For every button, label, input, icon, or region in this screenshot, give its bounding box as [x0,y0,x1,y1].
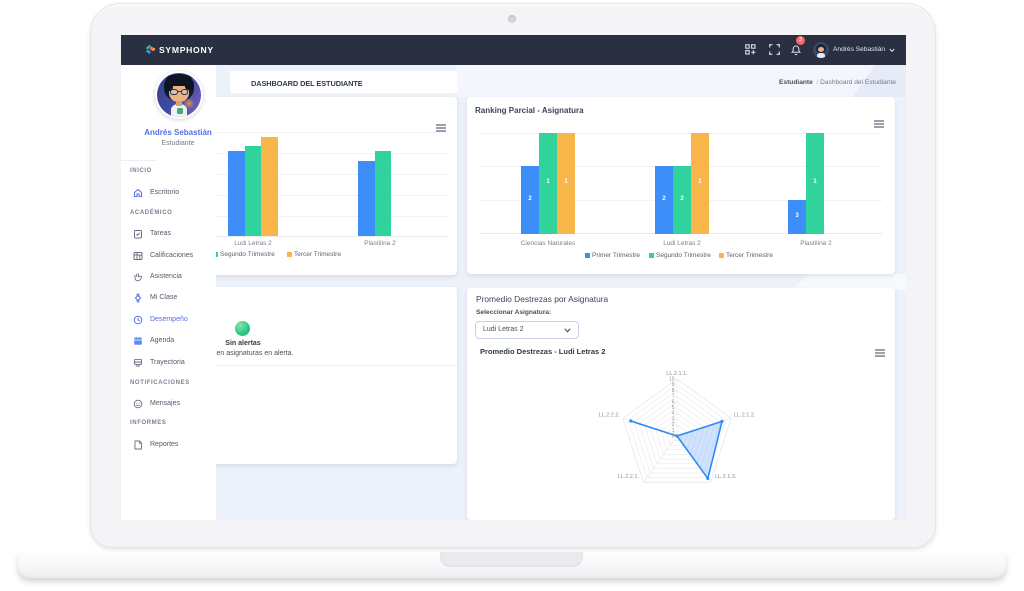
svg-text:5: 5 [672,405,675,411]
svg-text:8: 8 [672,388,675,394]
svg-text:3: 3 [672,416,675,422]
svg-text:0: 0 [672,434,675,440]
svg-text:LL.2.2.1.: LL.2.2.1. [618,474,640,480]
svg-text:LL.2.2.2.: LL.2.2.2. [599,412,621,418]
svg-text:4: 4 [672,411,675,417]
svg-text:10: 10 [669,377,675,383]
svg-text:LL.2.1.2.: LL.2.1.2. [734,412,756,418]
svg-text:LL.2.1.1.: LL.2.1.1. [666,371,688,377]
svg-text:7: 7 [672,394,675,400]
svg-text:2: 2 [672,422,675,428]
svg-text:6: 6 [672,399,675,405]
svg-text:9: 9 [672,382,675,388]
svg-text:1: 1 [672,428,675,434]
svg-text:LL.2.1.3.: LL.2.1.3. [715,474,737,480]
